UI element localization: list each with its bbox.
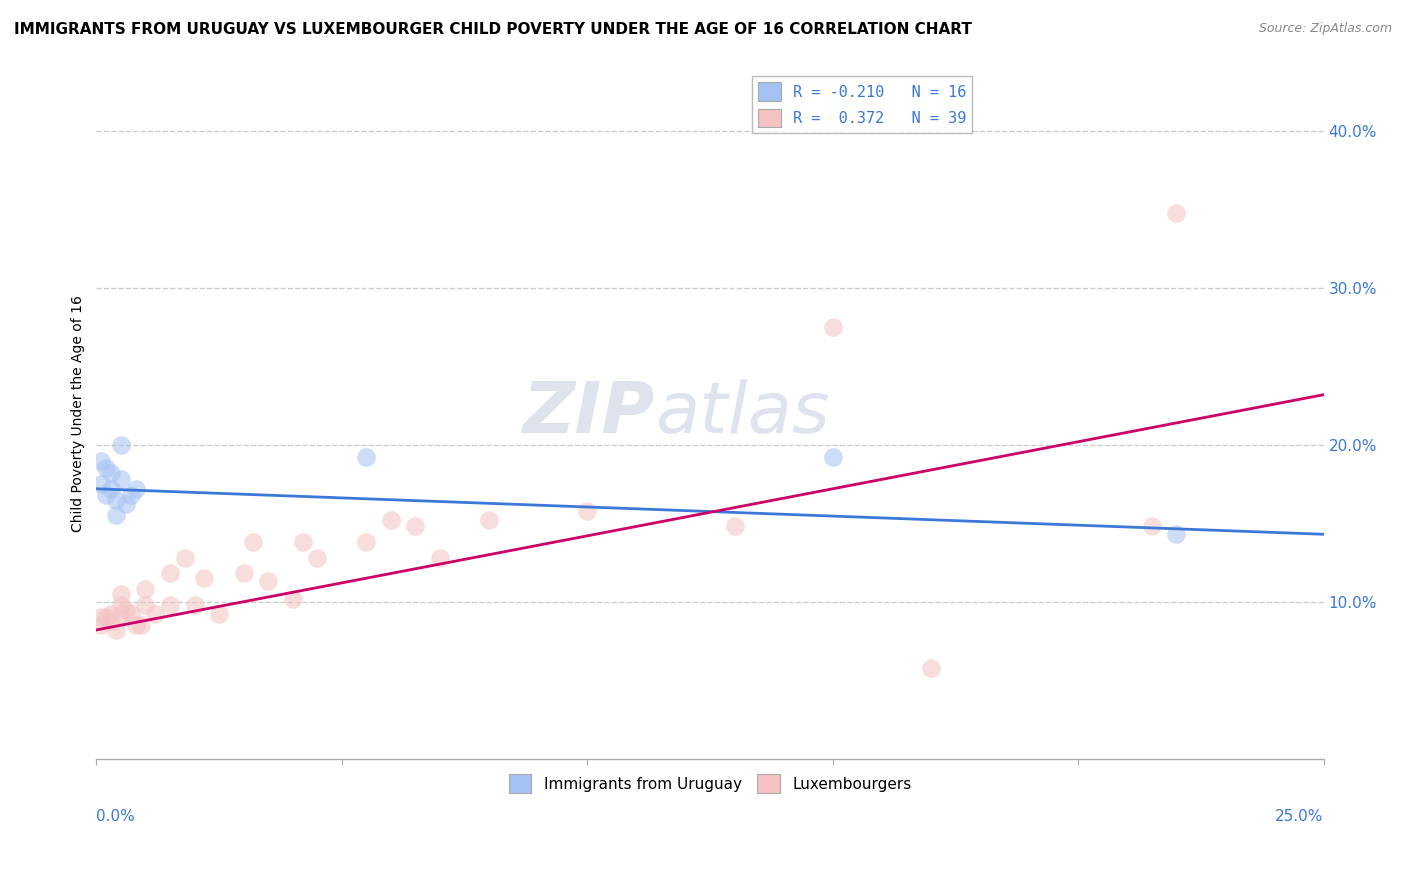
Point xyxy=(124,482,146,496)
Point xyxy=(96,610,118,624)
Legend: Immigrants from Uruguay, Luxembourgers: Immigrants from Uruguay, Luxembourgers xyxy=(502,768,918,799)
Point xyxy=(208,607,231,622)
Point xyxy=(723,519,745,533)
Point xyxy=(478,513,501,527)
Point xyxy=(429,550,451,565)
Text: 0.0%: 0.0% xyxy=(97,809,135,823)
Point xyxy=(281,591,304,606)
Point xyxy=(920,660,942,674)
Point xyxy=(104,623,127,637)
Point xyxy=(821,450,844,465)
Point xyxy=(134,582,156,596)
Point xyxy=(1140,519,1163,533)
Text: atlas: atlas xyxy=(655,379,830,448)
Point xyxy=(104,492,127,507)
Point xyxy=(576,504,599,518)
Point xyxy=(1166,527,1188,541)
Point xyxy=(356,450,378,465)
Text: IMMIGRANTS FROM URUGUAY VS LUXEMBOURGER CHILD POVERTY UNDER THE AGE OF 16 CORREL: IMMIGRANTS FROM URUGUAY VS LUXEMBOURGER … xyxy=(14,22,972,37)
Point xyxy=(114,602,136,616)
Point xyxy=(120,607,142,622)
Point xyxy=(110,587,132,601)
Point xyxy=(120,488,142,502)
Point xyxy=(124,618,146,632)
Point xyxy=(110,472,132,486)
Point xyxy=(242,535,264,549)
Point xyxy=(104,508,127,523)
Point xyxy=(96,488,118,502)
Point xyxy=(96,461,118,475)
Point xyxy=(110,598,132,612)
Point xyxy=(114,498,136,512)
Point xyxy=(100,614,122,628)
Text: ZIP: ZIP xyxy=(523,379,655,448)
Point xyxy=(380,513,402,527)
Point xyxy=(183,598,205,612)
Point xyxy=(159,598,181,612)
Point xyxy=(90,453,112,467)
Point xyxy=(134,598,156,612)
Point xyxy=(129,618,152,632)
Point xyxy=(110,438,132,452)
Point xyxy=(232,566,254,581)
Point xyxy=(90,618,112,632)
Point xyxy=(356,535,378,549)
Point xyxy=(307,550,329,565)
Point xyxy=(291,535,314,549)
Point xyxy=(1166,206,1188,220)
Point xyxy=(821,320,844,334)
Point xyxy=(159,566,181,581)
Text: Source: ZipAtlas.com: Source: ZipAtlas.com xyxy=(1258,22,1392,36)
Point xyxy=(100,466,122,480)
Y-axis label: Child Poverty Under the Age of 16: Child Poverty Under the Age of 16 xyxy=(72,295,86,532)
Point xyxy=(404,519,426,533)
Text: 25.0%: 25.0% xyxy=(1275,809,1323,823)
Point xyxy=(193,571,215,585)
Point xyxy=(257,574,280,589)
Point xyxy=(100,607,122,622)
Point xyxy=(90,477,112,491)
Point xyxy=(143,607,166,622)
Point xyxy=(173,550,195,565)
Point xyxy=(90,610,112,624)
Point xyxy=(110,607,132,622)
Point xyxy=(100,482,122,496)
